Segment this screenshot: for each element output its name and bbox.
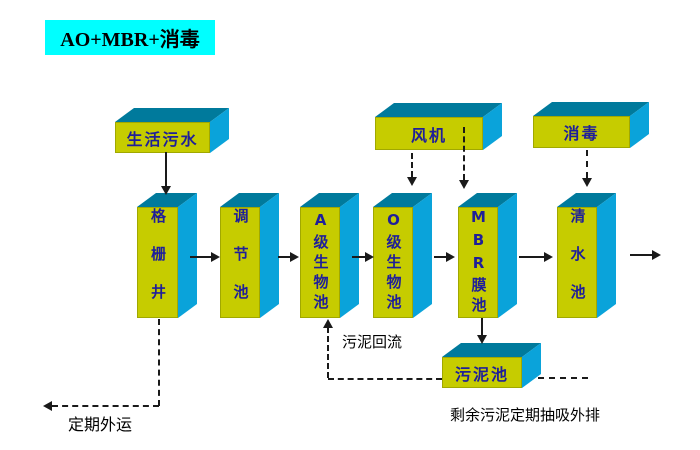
label-excess-sludge: 剩余污泥定期抽吸外排: [450, 406, 601, 424]
box-front-face: 清水池: [557, 207, 597, 322]
box-side-face: [597, 192, 616, 318]
box-front-face: A级生物池: [300, 207, 340, 318]
box-front-face: 风机: [375, 117, 483, 150]
arrow-grid-well-to-regulating: [190, 256, 211, 258]
box-side-face: [260, 192, 279, 318]
arrowhead-right-icon: [544, 252, 553, 262]
box-o-bio-tank-label: O级生物池: [384, 211, 403, 314]
arrowhead-right-icon: [365, 252, 374, 262]
box-front-face: 污泥池: [442, 357, 522, 388]
box-front-face: O级生物池: [373, 207, 413, 318]
box-side-face: [498, 192, 517, 318]
box-grid-well-label: 格栅井: [149, 207, 167, 322]
box-front-face: 生活污水: [115, 122, 210, 153]
box-clean-tank: 清水池: [557, 192, 616, 322]
arrow-regulating-to-a-bio: [278, 256, 290, 258]
box-regulating-tank: 调节池: [220, 192, 279, 322]
box-a-bio-tank-label: A级生物池: [311, 211, 330, 314]
arrowhead-right-icon: [211, 252, 220, 262]
arrow-a-bio-to-o-bio: [352, 256, 365, 258]
arrow-mbr-to-sludge-tank: [481, 318, 483, 335]
dashed-arrow-fan-to-mbr: [463, 127, 465, 180]
dashed-arrow-disinfect-to-clean: [586, 150, 588, 178]
dashed-removal-vertical: [158, 319, 160, 406]
dashed-sludge-discharge-line: [538, 377, 588, 379]
box-fan: 风机: [375, 102, 502, 150]
box-disinfect: 消毒: [533, 101, 649, 148]
box-grid-well: 格栅井: [137, 192, 197, 322]
arrow-mbr-to-clean: [519, 256, 544, 258]
box-source-label: 生活污水: [126, 129, 199, 149]
arrow-source-to-grid-well: [165, 152, 167, 186]
arrowhead-up-icon: [323, 319, 333, 328]
label-periodic-removal: 定期外运: [68, 415, 133, 434]
arrowhead-right-icon: [446, 252, 455, 262]
box-fan-label: 风机: [410, 125, 447, 145]
dashed-arrow-fan-to-o-bio: [411, 153, 413, 177]
label-sludge-return: 污泥回流: [342, 333, 403, 351]
arrowhead-right-icon: [652, 250, 661, 260]
arrowhead-down-icon: [582, 178, 592, 187]
dashed-sludge-return-horizontal: [328, 378, 442, 380]
box-clean-tank-label: 清水池: [568, 207, 587, 322]
box-disinfect-label: 消毒: [563, 124, 600, 143]
arrowhead-down-icon: [161, 186, 171, 195]
box-a-bio-tank: A级生物池: [300, 192, 359, 318]
box-o-bio-tank: O级生物池: [373, 192, 432, 318]
box-top-face: [375, 103, 502, 117]
box-sludge-tank: 污泥池: [442, 342, 541, 388]
box-source: 生活污水: [115, 107, 229, 153]
box-mbr-tank-label: MBR膜池: [469, 208, 488, 317]
box-regulating-tank-label: 调节池: [231, 207, 250, 322]
arrowhead-down-icon: [477, 335, 487, 344]
box-side-face: [413, 192, 432, 318]
dashed-sludge-return-vertical: [327, 327, 329, 378]
arrowhead-right-icon: [290, 252, 299, 262]
dashed-removal-horizontal: [52, 405, 159, 407]
arrowhead-down-icon: [407, 177, 417, 186]
arrowhead-down-icon: [459, 180, 469, 189]
arrow-clean-outflow: [630, 254, 652, 256]
diagram-title: AO+MBR+消毒: [45, 20, 215, 55]
box-sludge-tank-label: 污泥池: [454, 364, 509, 384]
arrow-o-bio-to-mbr: [434, 256, 446, 258]
box-mbr-tank: MBR膜池: [458, 192, 517, 318]
arrowhead-left-icon: [43, 401, 52, 411]
box-front-face: 格栅井: [137, 207, 178, 322]
box-front-face: 调节池: [220, 207, 260, 322]
box-front-face: MBR膜池: [458, 207, 498, 318]
box-front-face: 消毒: [533, 116, 630, 148]
